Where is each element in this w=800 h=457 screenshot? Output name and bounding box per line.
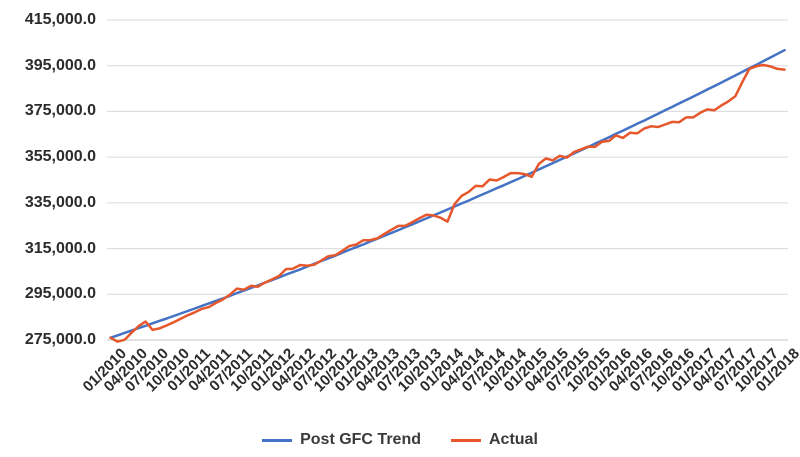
legend-label-actual: Actual xyxy=(489,431,538,448)
legend: Post GFC Trend Actual xyxy=(0,427,800,453)
y-axis-tick-label: 315,000.0 xyxy=(24,239,96,257)
legend-item-post-gfc-trend: Post GFC Trend xyxy=(262,431,421,449)
y-axis-tick-label: 355,000.0 xyxy=(24,148,96,166)
y-axis-tick-label: 395,000.0 xyxy=(24,56,96,74)
y-axis-tick-label: 275,000.0 xyxy=(24,331,96,348)
trend-line-swatch xyxy=(262,438,293,442)
y-axis-tick-label: 415,000.0 xyxy=(24,11,96,28)
legend-item-actual: Actual xyxy=(451,431,538,449)
y-axis-tick-label: 375,000.0 xyxy=(24,102,96,120)
y-axis-tick-label: 295,000.0 xyxy=(24,285,96,303)
actual-line-swatch xyxy=(451,438,481,442)
legend-label-trend: Post GFC Trend xyxy=(300,431,421,448)
series-line-actual xyxy=(109,63,786,343)
y-axis-tick-label: 335,000.0 xyxy=(24,193,96,211)
